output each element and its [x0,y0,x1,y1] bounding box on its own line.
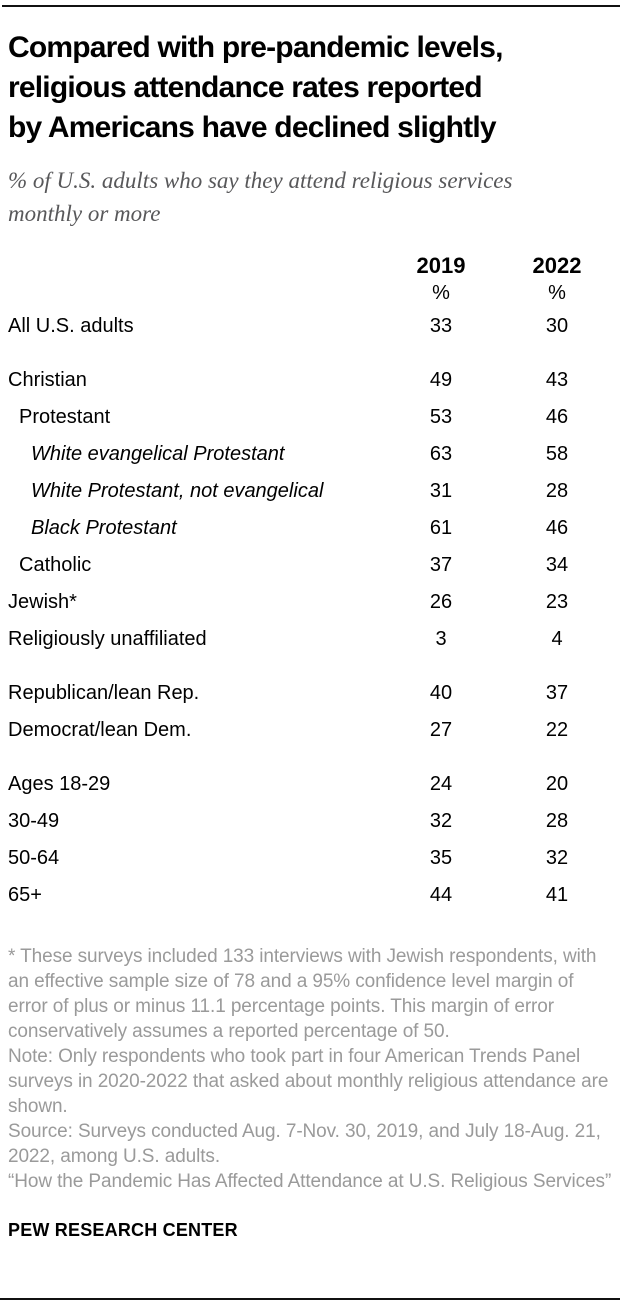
value-2022: 23 [545,591,569,613]
value-2022: 58 [545,443,569,465]
value-2019: 61 [429,517,453,539]
column-header-2019: 2019 [416,253,466,278]
chart-title: Compared with pre-pandemic levels, relig… [8,28,610,148]
value-2022: 46 [545,517,569,539]
source-note: Source: Surveys conducted Aug. 7-Nov. 30… [8,1121,601,1167]
table-row: All U.S. adults 33 30 [8,308,615,345]
row-label: Black Protestant [31,517,177,539]
table-row: White evangelical Protestant 63 58 [8,436,615,473]
chart-subtitle: % of U.S. adults who say they attend rel… [8,164,608,230]
value-2022: 46 [545,406,569,428]
value-2022: 30 [545,315,569,337]
attendance-table: 2019 2022 % % All U.S. adults 33 30 Christi… [0,252,620,914]
column-header-2022: 2022 [532,253,582,278]
table-row: Republican/lean Rep. 40 37 [8,675,615,712]
value-2019: 3 [435,628,447,650]
value-2019: 24 [429,773,453,795]
value-2019: 35 [429,847,453,869]
value-2022: 32 [545,847,569,869]
row-label: Ages 18-29 [8,773,111,795]
row-label: 65+ [8,884,42,906]
value-2019: 40 [429,682,453,704]
value-2019: 63 [429,443,453,465]
value-2019: 26 [429,591,453,613]
value-2019: 44 [429,884,453,906]
chart-title-line: Compared with pre-pandemic levels, [8,31,503,64]
row-label: Religiously unaffiliated [8,628,207,650]
table-row: Religiously unaffiliated 3 4 [8,621,615,658]
asterisk-note: * These surveys included 133 interviews … [8,946,597,1042]
value-2022: 37 [545,682,569,704]
table-row: Christian 49 43 [8,362,615,399]
chart-subtitle-line: monthly or more [8,201,161,226]
value-2019: 31 [429,480,453,502]
brand-footer: PEW RESEARCH CENTER [8,1220,238,1240]
report-title-note: “How the Pandemic Has Affected Attendanc… [8,1171,612,1192]
row-label: 50-64 [8,847,60,869]
value-2022: 20 [545,773,569,795]
row-label: All U.S. adults [8,315,134,337]
chart-title-line: by Americans have declined slightly [8,111,497,144]
table-row: Protestant 53 46 [8,399,615,436]
table-row: 30-49 32 28 [8,803,615,840]
value-2019: 33 [429,315,453,337]
value-2022: 28 [545,480,569,502]
row-label: Catholic [19,554,92,576]
bottom-rule [0,1298,620,1300]
value-2019: 49 [429,369,453,391]
table-row: Ages 18-29 24 20 [8,766,615,803]
row-label: Democrat/lean Dem. [8,719,192,741]
footnotes: * These surveys included 133 interviews … [8,944,612,1194]
value-2022: 43 [545,369,569,391]
value-2019: 37 [429,554,453,576]
percent-units-row: % % [8,280,615,306]
row-label: White evangelical Protestant [31,443,285,465]
percent-symbol-2022: % [548,281,566,304]
chart-title-line: religious attendance rates reported [8,71,483,104]
table-row: 65+ 44 41 [8,877,615,914]
table-row: Catholic 37 34 [8,547,615,584]
row-label: Republican/lean Rep. [8,682,200,704]
value-2022: 22 [545,719,569,741]
percent-symbol-2019: % [432,281,450,304]
value-2022: 28 [545,810,569,832]
value-2022: 34 [545,554,569,576]
value-2019: 27 [429,719,453,741]
row-label: White Protestant, not evangelical [31,480,324,502]
value-2019: 53 [429,406,453,428]
table-rows: All U.S. adults 33 30 Christian 49 43 Protesta… [8,308,615,914]
row-label: 30-49 [8,810,60,832]
row-label: Protestant [19,406,111,428]
table-row: Jewish* 26 23 [8,584,615,621]
table-row: 50-64 35 32 [8,840,615,877]
value-2019: 32 [429,810,453,832]
top-rule [2,5,620,7]
chart-subtitle-line: % of U.S. adults who say they attend rel… [8,168,513,193]
table-header-row: 2019 2022 [8,252,615,280]
table-row: Black Protestant 61 46 [8,510,615,547]
methodology-note: Note: Only respondents who took part in … [8,1046,609,1117]
value-2022: 4 [551,628,563,650]
table-row: White Protestant, not evangelical 31 28 [8,473,615,510]
value-2022: 41 [545,884,569,906]
row-label: Christian [8,369,87,391]
table-row: Democrat/lean Dem. 27 22 [8,712,615,749]
row-label: Jewish* [8,591,77,613]
